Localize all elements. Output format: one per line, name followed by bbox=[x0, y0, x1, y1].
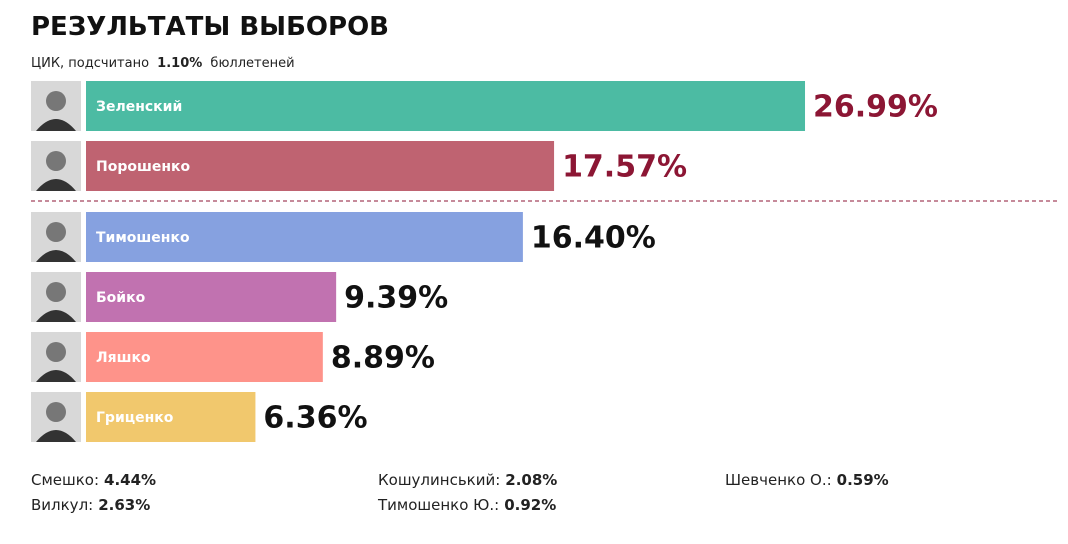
bar bbox=[86, 332, 323, 382]
bar-name: Ляшко bbox=[96, 350, 151, 366]
other-share: 4.44% bbox=[104, 471, 156, 489]
other-share: 2.08% bbox=[505, 471, 557, 489]
bar-name: Порошенко bbox=[96, 159, 191, 175]
chart-title: РЕЗУЛЬТАТЫ ВЫБОРОВ bbox=[31, 12, 389, 42]
value-label: 8.89% bbox=[331, 341, 435, 376]
bar bbox=[86, 272, 337, 322]
bar bbox=[86, 392, 256, 442]
value-label: 9.39% bbox=[344, 281, 448, 316]
subtitle: ЦИК, подсчитано 1.10% бюллетеней bbox=[31, 56, 295, 71]
subtitle-counted: 1.10% bbox=[157, 56, 202, 71]
bar bbox=[86, 141, 555, 191]
other-result: Кошулинський: 2.08% bbox=[378, 471, 557, 489]
value-label: 26.99% bbox=[813, 90, 938, 125]
bar-name: Гриценко bbox=[96, 410, 174, 426]
photo-body bbox=[36, 119, 76, 131]
other-name: Кошулинський: bbox=[378, 471, 500, 489]
photo-body bbox=[36, 250, 76, 262]
other-result: Вилкул: 2.63% bbox=[31, 496, 150, 514]
other-result: Тимошенко Ю.: 0.92% bbox=[377, 496, 556, 514]
photo-head bbox=[46, 222, 66, 242]
other-result: Шевченко О.: 0.59% bbox=[725, 471, 889, 489]
bar-name: Бойко bbox=[96, 290, 146, 306]
other-share: 2.63% bbox=[98, 496, 150, 514]
bar-name: Тимошенко bbox=[96, 230, 190, 246]
other-result: Смешко: 4.44% bbox=[31, 471, 156, 489]
other-name: Шевченко О.: bbox=[725, 471, 832, 489]
other-share: 0.92% bbox=[504, 496, 556, 514]
photo-head bbox=[46, 91, 66, 111]
value-label: 16.40% bbox=[531, 221, 656, 256]
value-label: 6.36% bbox=[263, 401, 367, 436]
photo-head bbox=[46, 151, 66, 171]
other-name: Вилкул: bbox=[31, 496, 93, 514]
value-label: 17.57% bbox=[562, 150, 687, 185]
photo-head bbox=[46, 402, 66, 422]
photo-body bbox=[36, 430, 76, 442]
bar bbox=[86, 212, 523, 262]
bar-name: Зеленский bbox=[96, 99, 182, 115]
other-name: Смешко: bbox=[31, 471, 99, 489]
photo-body bbox=[36, 310, 76, 322]
other-name: Тимошенко Ю.: bbox=[377, 496, 499, 514]
subtitle-unit: бюллетеней bbox=[210, 56, 294, 71]
subtitle-source: ЦИК, подсчитано bbox=[31, 56, 149, 71]
photo-head bbox=[46, 342, 66, 362]
photo-head bbox=[46, 282, 66, 302]
other-share: 0.59% bbox=[837, 471, 889, 489]
bar bbox=[86, 81, 806, 131]
photo-body bbox=[36, 179, 76, 191]
photo-body bbox=[36, 370, 76, 382]
